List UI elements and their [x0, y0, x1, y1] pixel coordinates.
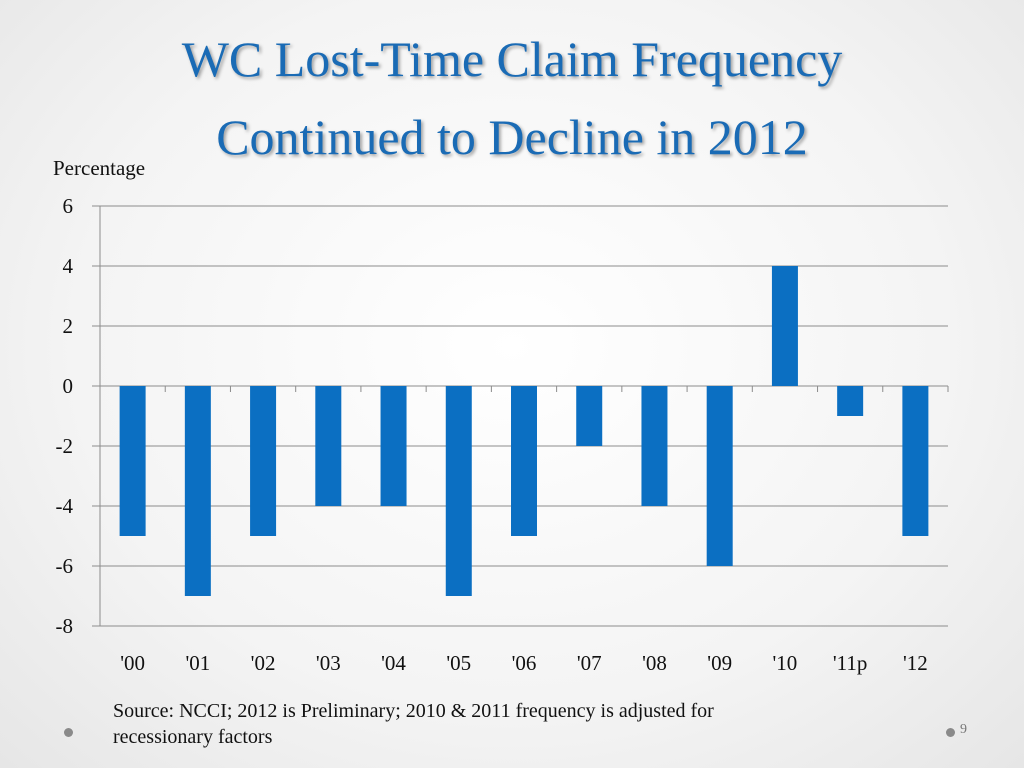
source-line-2: recessionary factors	[113, 726, 273, 748]
x-tick-label: '00	[120, 651, 145, 675]
slide-title: WC Lost-Time Claim Frequency Continued t…	[0, 20, 1024, 176]
x-tick-label: '07	[577, 651, 602, 675]
bar-01	[184, 386, 211, 596]
bar-07	[576, 386, 603, 446]
y-tick-label: -4	[56, 494, 74, 518]
source-line-1: Source: NCCI; 2012 is Preliminary; 2010 …	[113, 700, 714, 722]
y-tick-label: 2	[63, 314, 74, 338]
y-tick-label: 0	[63, 374, 74, 398]
bar-00	[119, 386, 146, 536]
bar-12	[902, 386, 929, 536]
x-tick-label: '06	[512, 651, 537, 675]
bar-03	[315, 386, 342, 506]
bar-09	[706, 386, 733, 566]
source-note: Source: NCCI; 2012 is Preliminary; 2010 …	[113, 698, 893, 750]
bars	[119, 266, 929, 596]
y-tick-label: -6	[56, 554, 74, 578]
x-tick-label: '10	[773, 651, 798, 675]
y-tick-label: 6	[63, 194, 74, 218]
footer-dot-left	[64, 728, 73, 737]
x-tick-labels: '00 '01 '02 '03 '04 '05 '06 '07 '08 '09 '10 '11p '12	[120, 651, 928, 675]
y-axis-label: Percentage	[53, 156, 145, 180]
x-tick-label: '01	[185, 651, 210, 675]
x-tick-label: '08	[642, 651, 667, 675]
y-tick-label: 4	[63, 254, 74, 278]
bar-10	[771, 266, 798, 386]
x-tick-label: '05	[446, 651, 471, 675]
x-tick-label: '04	[381, 651, 406, 675]
bar-11p	[837, 386, 864, 416]
slide-title-line-1: WC Lost-Time Claim Frequency	[181, 31, 843, 87]
y-tick-label: -2	[56, 434, 74, 458]
x-tick-label: '02	[251, 651, 276, 675]
y-tick-label: -8	[56, 614, 74, 638]
bar-05	[445, 386, 472, 596]
x-tick-label: '11p	[833, 651, 868, 675]
x-tick-label: '09	[707, 651, 732, 675]
footer-dot-right	[946, 728, 955, 737]
bar-08	[641, 386, 668, 506]
x-tick-label: '03	[316, 651, 341, 675]
slide-title-line-2: Continued to Decline in 2012	[216, 109, 808, 165]
y-tick-labels: 6 4 2 0 -2 -4 -6 -8	[56, 194, 74, 638]
bar-02	[250, 386, 277, 536]
bar-04	[380, 386, 407, 506]
page-number: 9	[960, 722, 967, 737]
x-tick-label: '12	[903, 651, 928, 675]
gridlines	[92, 205, 949, 627]
bar-06	[511, 386, 537, 536]
